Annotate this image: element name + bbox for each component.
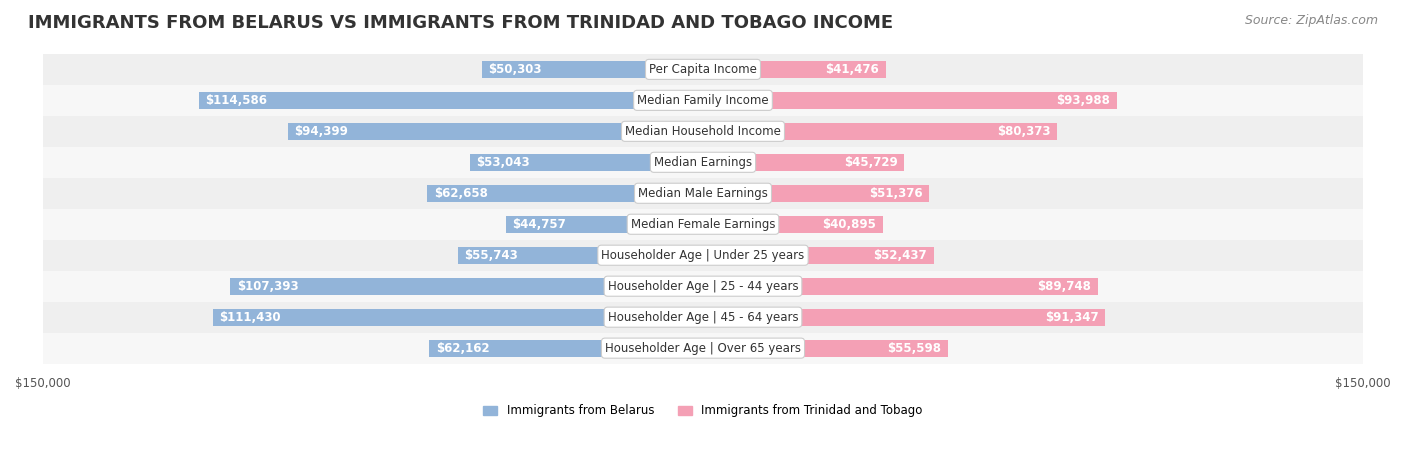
- Bar: [482, 61, 703, 78]
- Bar: [42, 333, 1364, 364]
- Text: $62,162: $62,162: [436, 342, 489, 354]
- Text: $80,373: $80,373: [997, 125, 1050, 138]
- Text: $55,743: $55,743: [464, 249, 517, 262]
- Bar: [427, 185, 703, 202]
- Bar: [703, 123, 1057, 140]
- Text: $41,476: $41,476: [825, 63, 879, 76]
- Text: Householder Age | 25 - 44 years: Householder Age | 25 - 44 years: [607, 280, 799, 293]
- Bar: [703, 154, 904, 171]
- Text: Per Capita Income: Per Capita Income: [650, 63, 756, 76]
- Text: IMMIGRANTS FROM BELARUS VS IMMIGRANTS FROM TRINIDAD AND TOBAGO INCOME: IMMIGRANTS FROM BELARUS VS IMMIGRANTS FR…: [28, 14, 893, 32]
- Text: $51,376: $51,376: [869, 187, 922, 200]
- Bar: [506, 216, 703, 233]
- Text: $40,895: $40,895: [823, 218, 876, 231]
- Text: $93,988: $93,988: [1056, 94, 1111, 107]
- Bar: [470, 154, 703, 171]
- Text: $91,347: $91,347: [1045, 311, 1098, 324]
- Text: Median Earnings: Median Earnings: [654, 156, 752, 169]
- Text: $52,437: $52,437: [873, 249, 927, 262]
- Text: Householder Age | Under 25 years: Householder Age | Under 25 years: [602, 249, 804, 262]
- Bar: [703, 278, 1098, 295]
- Text: Median Family Income: Median Family Income: [637, 94, 769, 107]
- Bar: [42, 54, 1364, 85]
- Text: Householder Age | 45 - 64 years: Householder Age | 45 - 64 years: [607, 311, 799, 324]
- Bar: [198, 92, 703, 109]
- Bar: [703, 216, 883, 233]
- Text: $94,399: $94,399: [294, 125, 349, 138]
- Bar: [703, 247, 934, 264]
- Bar: [42, 271, 1364, 302]
- Text: Median Household Income: Median Household Income: [626, 125, 780, 138]
- Text: $45,729: $45,729: [844, 156, 897, 169]
- Bar: [212, 309, 703, 325]
- Text: $114,586: $114,586: [205, 94, 267, 107]
- Bar: [458, 247, 703, 264]
- Bar: [42, 240, 1364, 271]
- Text: $53,043: $53,043: [477, 156, 530, 169]
- Bar: [703, 92, 1116, 109]
- Text: $55,598: $55,598: [887, 342, 941, 354]
- Text: Source: ZipAtlas.com: Source: ZipAtlas.com: [1244, 14, 1378, 27]
- Bar: [703, 340, 948, 357]
- Bar: [42, 209, 1364, 240]
- Bar: [42, 302, 1364, 333]
- Text: $89,748: $89,748: [1038, 280, 1091, 293]
- Bar: [703, 61, 886, 78]
- Legend: Immigrants from Belarus, Immigrants from Trinidad and Tobago: Immigrants from Belarus, Immigrants from…: [478, 399, 928, 422]
- Text: Median Female Earnings: Median Female Earnings: [631, 218, 775, 231]
- Bar: [42, 147, 1364, 178]
- Text: Householder Age | Over 65 years: Householder Age | Over 65 years: [605, 342, 801, 354]
- Bar: [231, 278, 703, 295]
- Text: Median Male Earnings: Median Male Earnings: [638, 187, 768, 200]
- Text: $107,393: $107,393: [238, 280, 298, 293]
- Bar: [42, 85, 1364, 116]
- Text: $111,430: $111,430: [219, 311, 281, 324]
- Bar: [703, 185, 929, 202]
- Text: $62,658: $62,658: [434, 187, 488, 200]
- Text: $50,303: $50,303: [488, 63, 541, 76]
- Text: $44,757: $44,757: [513, 218, 567, 231]
- Bar: [287, 123, 703, 140]
- Bar: [703, 309, 1105, 325]
- Bar: [42, 178, 1364, 209]
- Bar: [429, 340, 703, 357]
- Bar: [42, 116, 1364, 147]
